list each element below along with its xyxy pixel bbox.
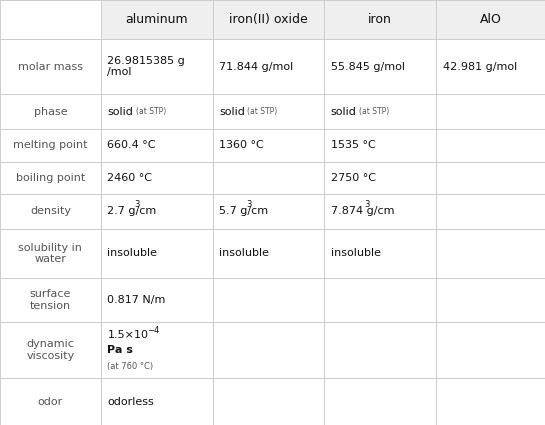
Text: insoluble: insoluble (331, 248, 381, 258)
Text: odorless: odorless (107, 397, 154, 407)
Text: 2750 °C: 2750 °C (331, 173, 376, 183)
Text: AlO: AlO (480, 13, 501, 26)
Bar (101, 0, 213, 39)
Bar (213, 0, 324, 39)
Bar (436, 0, 545, 39)
Text: 3: 3 (135, 200, 140, 209)
Text: 2460 °C: 2460 °C (107, 173, 153, 183)
Text: 5.7 g/cm: 5.7 g/cm (219, 206, 268, 216)
Text: 55.845 g/mol: 55.845 g/mol (331, 62, 405, 71)
Text: insoluble: insoluble (107, 248, 158, 258)
Text: solubility in
water: solubility in water (19, 243, 82, 264)
Text: Pa s: Pa s (107, 345, 133, 355)
Text: iron(II) oxide: iron(II) oxide (229, 13, 308, 26)
Bar (324, 0, 436, 39)
Text: (at 760 °C): (at 760 °C) (107, 362, 154, 371)
Text: 1360 °C: 1360 °C (219, 140, 264, 150)
Text: aluminum: aluminum (125, 13, 188, 26)
Text: density: density (30, 206, 71, 216)
Text: dynamic
viscosity: dynamic viscosity (26, 339, 75, 361)
Text: 42.981 g/mol: 42.981 g/mol (443, 62, 517, 71)
Text: insoluble: insoluble (219, 248, 269, 258)
Text: −4: −4 (147, 326, 159, 335)
Text: (at STP): (at STP) (136, 108, 166, 116)
Text: boiling point: boiling point (16, 173, 85, 183)
Text: 7.874 g/cm: 7.874 g/cm (331, 206, 395, 216)
Text: 3: 3 (365, 200, 370, 209)
Text: 3: 3 (246, 200, 251, 209)
Text: odor: odor (38, 397, 63, 407)
Text: 2.7 g/cm: 2.7 g/cm (107, 206, 156, 216)
Text: molar mass: molar mass (18, 62, 83, 71)
Text: solid: solid (219, 107, 245, 117)
Text: 71.844 g/mol: 71.844 g/mol (219, 62, 293, 71)
Text: 0.817 N/m: 0.817 N/m (107, 295, 166, 305)
Text: solid: solid (331, 107, 356, 117)
Text: (at STP): (at STP) (247, 108, 278, 116)
Text: surface
tension: surface tension (30, 289, 71, 311)
Text: phase: phase (34, 107, 67, 117)
Text: 660.4 °C: 660.4 °C (107, 140, 156, 150)
Text: 1535 °C: 1535 °C (331, 140, 376, 150)
Text: solid: solid (107, 107, 133, 117)
Text: iron: iron (368, 13, 392, 26)
Text: 26.9815385 g
/mol: 26.9815385 g /mol (107, 56, 185, 77)
Text: melting point: melting point (13, 140, 88, 150)
Text: (at STP): (at STP) (359, 108, 390, 116)
Text: 1.5×10: 1.5×10 (107, 331, 148, 340)
